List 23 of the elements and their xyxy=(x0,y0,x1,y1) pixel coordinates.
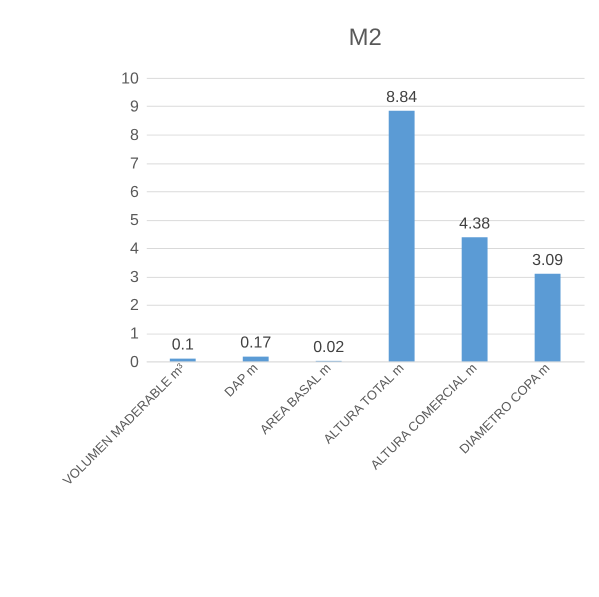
y-tick-label: 2 xyxy=(130,297,139,314)
bar xyxy=(462,237,488,362)
y-tick-label: 5 xyxy=(130,212,139,230)
bar xyxy=(388,110,415,362)
data-label: 0.1 xyxy=(172,336,194,354)
data-label: 4.38 xyxy=(459,215,490,232)
data-label: 0.02 xyxy=(313,338,344,356)
bar xyxy=(170,358,196,362)
data-label: 0.17 xyxy=(240,334,272,352)
bar xyxy=(534,274,561,362)
chart-title: M2 xyxy=(348,24,382,52)
data-label: 8.84 xyxy=(386,88,418,106)
y-tick-label: 10 xyxy=(121,70,139,88)
bar xyxy=(242,356,269,362)
y-tick-label: 8 xyxy=(130,127,139,144)
data-label: 3.09 xyxy=(532,252,564,269)
y-tick-label: 0 xyxy=(130,354,139,371)
y-tick-label: 7 xyxy=(130,155,139,172)
y-tick-label: 4 xyxy=(130,240,139,258)
y-tick-label: 9 xyxy=(130,98,139,116)
y-tick-label: 6 xyxy=(130,184,139,201)
y-tick-label: 1 xyxy=(130,326,139,343)
y-tick-label: 3 xyxy=(130,268,139,286)
